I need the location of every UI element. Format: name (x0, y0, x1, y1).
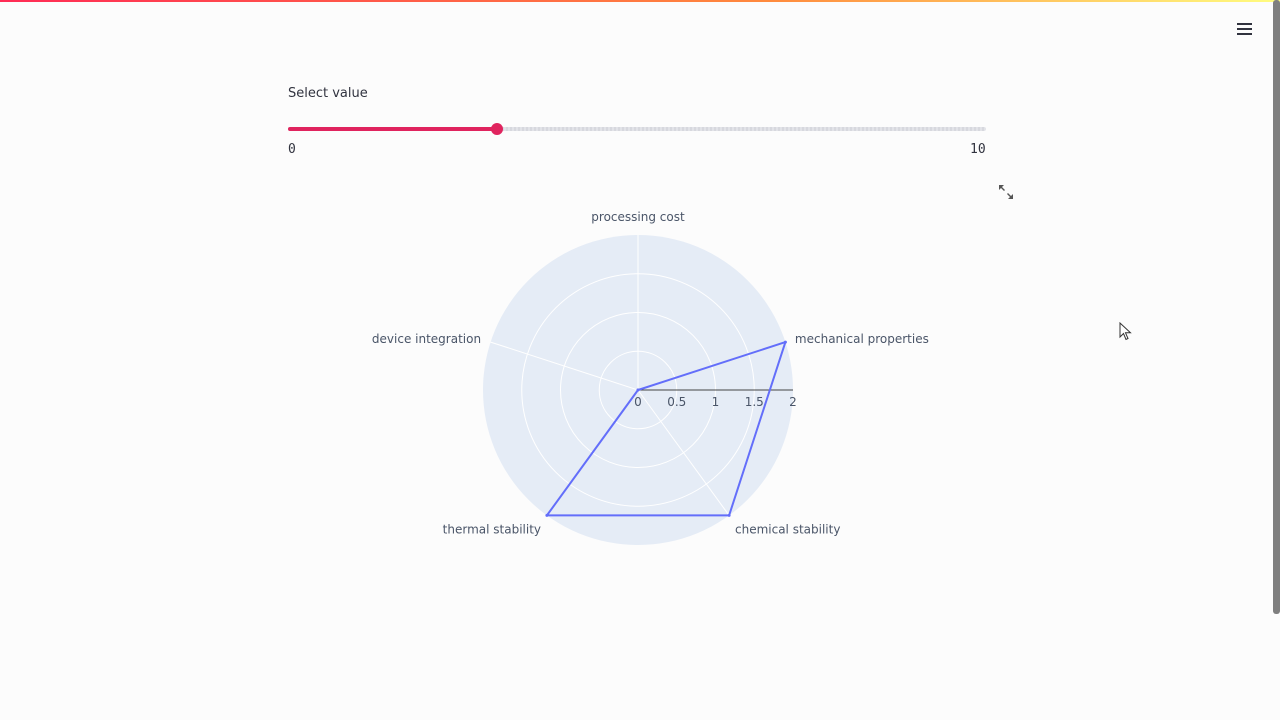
radial-tick-label: 1 (712, 395, 720, 409)
radar-point (727, 513, 731, 517)
radar-grid-spoke (637, 389, 730, 516)
hamburger-menu-icon-line (1236, 33, 1252, 35)
mouse-cursor-icon (1119, 322, 1132, 341)
slider-max-label: 10 (970, 142, 986, 157)
angular-axis-label: mechanical properties (795, 332, 929, 346)
hamburger-menu-icon (1236, 23, 1252, 25)
radar-grid-spoke (490, 341, 639, 391)
radar-point (545, 513, 549, 517)
slider-thumb[interactable] (491, 123, 504, 135)
main-menu-button[interactable] (1233, 18, 1255, 40)
angular-axis-label: thermal stability (443, 522, 541, 536)
fullscreen-expand-button[interactable] (996, 182, 1016, 202)
fullscreen-expand-icon (999, 185, 1013, 199)
angular-axis-label: processing cost (591, 210, 685, 224)
page-scrollbar[interactable] (1273, 0, 1280, 614)
angular-axis-label: device integration (372, 332, 481, 346)
radial-tick-label: 1.5 (745, 395, 764, 409)
radial-tick-label: 2 (789, 395, 797, 409)
angular-axis-label: chemical stability (735, 522, 840, 536)
value-slider[interactable] (288, 123, 986, 135)
radial-tick-label: 0 (634, 395, 642, 409)
slider-min-label: 0 (288, 142, 296, 157)
hamburger-menu-icon-line (1236, 28, 1252, 30)
top-accent-bar (0, 0, 1280, 2)
slider-label: Select value (288, 86, 368, 101)
radial-tick-label: 0.5 (667, 395, 686, 409)
radar-point (783, 340, 787, 344)
slider-fill (288, 127, 498, 131)
radar-point (636, 388, 640, 392)
